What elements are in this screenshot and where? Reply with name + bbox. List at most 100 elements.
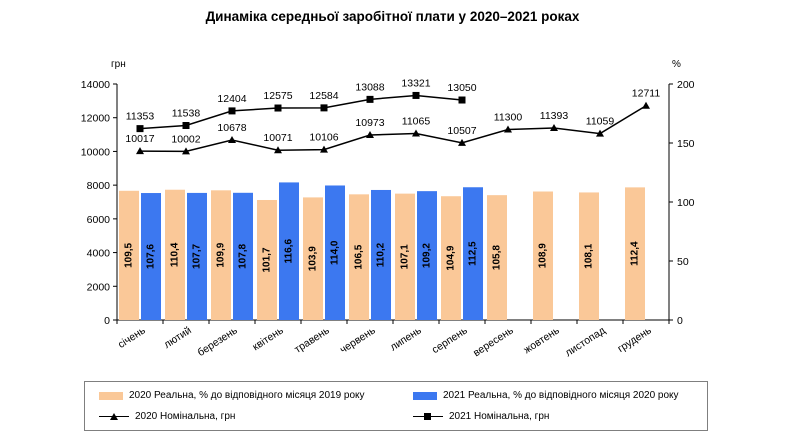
left-tick-label: 6000 [87, 214, 111, 226]
right-tick-label: 100 [677, 197, 695, 209]
point-2020-nominal [320, 145, 328, 153]
point-2020-nominal [274, 146, 282, 154]
left-tick-label: 10000 [81, 146, 110, 158]
point-2021-nominal [182, 122, 190, 130]
left-tick-label: 8000 [87, 180, 111, 192]
line-data-label: 10678 [217, 122, 246, 134]
point-2020-nominal [596, 129, 604, 137]
line-2020-nominal [139, 105, 647, 153]
bar-data-label: 110,2 [376, 242, 387, 267]
legend: 2020 Реальна, % до відповідного місяця 2… [84, 381, 708, 431]
line-data-label: 12575 [263, 90, 292, 102]
category-label: грудень [615, 324, 654, 355]
category-label: квітень [250, 324, 286, 353]
point-2020-nominal [642, 101, 650, 109]
bar-2020-real [625, 187, 645, 320]
chart-title: Динаміка середньої заробітної плати у 20… [205, 9, 580, 24]
legend-item-2021-nominal: 2021 Номінальна, грн [413, 411, 549, 422]
bar-2021-real [417, 191, 437, 320]
bar-data-label: 107,7 [192, 244, 203, 269]
legend-item-2020-nominal: 2020 Номінальна, грн [99, 411, 235, 422]
left-tick-label: 2000 [87, 281, 111, 293]
left-tick-label: 12000 [81, 113, 110, 125]
left-axis-label: грн [111, 59, 126, 70]
legend-swatch-2021-real [413, 391, 437, 400]
point-2020-nominal [504, 125, 512, 133]
bar-data-label: 107,8 [238, 243, 249, 268]
line-2021-nominal [139, 94, 463, 130]
category-label: липень [388, 324, 424, 353]
point-2020-nominal [182, 147, 190, 155]
line-data-label: 11300 [494, 112, 523, 124]
bar-2021-real [371, 189, 391, 320]
legend-swatch-2020-nominal [99, 412, 129, 421]
bar-data-label: 110,4 [170, 242, 181, 267]
line-data-label: 13050 [447, 82, 476, 94]
line-data-label: 11353 [126, 111, 155, 123]
bar-2021-real [141, 193, 161, 320]
category-label: січень [116, 324, 148, 351]
bar-data-label: 106,5 [354, 244, 365, 269]
legend-label-2021-real: 2021 Реальна, % до відповідного місяця 2… [443, 390, 679, 401]
bar-data-label: 109,5 [124, 242, 135, 267]
bar-2020-real [303, 197, 323, 320]
line-data-label: 11065 [402, 115, 431, 127]
left-tick-label: 14000 [81, 79, 110, 91]
bar-data-label: 112,4 [630, 241, 641, 266]
point-2021-nominal [228, 107, 236, 115]
bar-data-label: 101,7 [262, 247, 273, 272]
point-2021-nominal [412, 91, 420, 99]
category-label: березень [195, 324, 240, 359]
category-label: червень [338, 324, 378, 356]
legend-label-2021-nominal: 2021 Номінальна, грн [449, 411, 550, 422]
point-2021-nominal [274, 104, 282, 112]
point-2020-nominal [136, 147, 144, 155]
point-2020-nominal [366, 131, 374, 139]
right-tick-label: 150 [677, 138, 695, 150]
legend-item-2021-real: 2021 Реальна, % до відповідного місяця 2… [413, 390, 679, 401]
legend-swatch-2020-real [99, 391, 123, 400]
point-2021-nominal [458, 96, 466, 104]
category-label: вересень [471, 324, 516, 359]
bar-2020-real [533, 191, 553, 320]
point-2020-nominal [550, 123, 558, 131]
category-label: листопад [563, 324, 608, 359]
bar-data-label: 107,6 [146, 244, 157, 269]
line-data-label: 12584 [309, 90, 338, 102]
category-label: жовтень [522, 324, 563, 356]
line-data-label: 13321 [401, 77, 430, 89]
bar-2020-real [257, 199, 277, 320]
point-2021-nominal [136, 125, 144, 133]
bar-2020-real [579, 192, 599, 320]
category-label: серпень [430, 324, 470, 356]
line-data-label: 10973 [355, 117, 384, 129]
bar-data-label: 109,2 [422, 243, 433, 268]
legend-swatch-2021-nominal [413, 412, 443, 421]
bar-data-label: 103,9 [308, 246, 319, 271]
bar-2020-real [395, 193, 415, 320]
bar-2020-real [165, 189, 185, 320]
right-axis-label: % [672, 59, 681, 70]
bar-2020-real [487, 195, 507, 320]
bar-data-label: 108,9 [538, 243, 549, 268]
right-tick-label: 200 [677, 79, 695, 91]
line-data-label: 11393 [540, 110, 569, 122]
point-2020-nominal [228, 135, 236, 143]
line-data-label: 10071 [263, 132, 292, 144]
bar-2020-real [119, 190, 139, 320]
point-2021-nominal [320, 104, 328, 112]
bar-data-label: 116,6 [284, 239, 295, 264]
bar-data-label: 107,1 [400, 244, 411, 269]
bar-2020-real [211, 190, 231, 320]
legend-item-2020-real: 2020 Реальна, % до відповідного місяця 2… [99, 390, 365, 401]
bar-2021-real [463, 187, 483, 320]
legend-label-2020-real: 2020 Реальна, % до відповідного місяця 2… [129, 390, 365, 401]
legend-label-2020-nominal: 2020 Номінальна, грн [135, 411, 236, 422]
line-data-label: 12711 [632, 88, 661, 100]
left-tick-label: 4000 [87, 248, 111, 260]
category-label: травень [292, 324, 332, 356]
left-tick-label: 0 [104, 315, 110, 327]
line-data-label: 10017 [125, 133, 154, 145]
bar-data-label: 112,5 [468, 241, 479, 266]
